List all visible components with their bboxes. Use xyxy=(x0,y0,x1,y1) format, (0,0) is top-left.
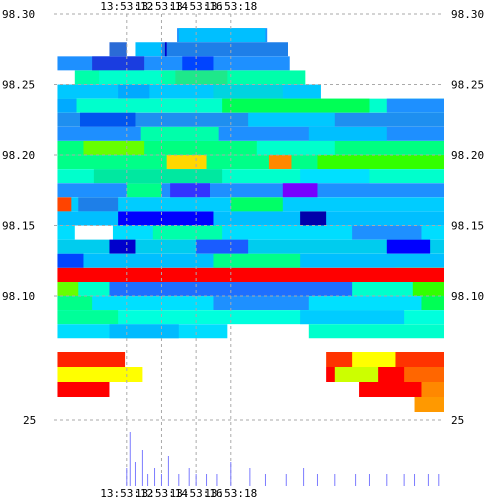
heatmap-cell-5-3 xyxy=(386,98,444,113)
heatmap-cell-10-1 xyxy=(93,169,223,184)
price-tick-right-0: 98.30 xyxy=(451,8,484,21)
heatmap-cell-6-1 xyxy=(80,112,136,127)
price-tick-left-0: 98.30 xyxy=(2,8,35,21)
heatmap-cell-14-2 xyxy=(152,225,223,240)
heatmap-cell-2-2 xyxy=(182,56,214,71)
heatmap-cell-8-0 xyxy=(57,140,444,155)
heatmap-cell-8-1 xyxy=(83,140,145,155)
price-tick-left-1: 98.25 xyxy=(2,79,35,92)
time-tick-top-0: 13:53:12 xyxy=(100,0,153,13)
lower-band-cell-0-0 xyxy=(57,268,444,282)
heatmap-cell-12-1 xyxy=(57,197,72,212)
lower-band-cell-2-0 xyxy=(57,367,143,382)
heatmap-cell-1-1 xyxy=(135,42,162,57)
price-tick-right-1: 98.25 xyxy=(451,79,484,92)
heatmap-cell-1-2 xyxy=(161,42,288,57)
heatmap-cell-2-1 xyxy=(92,56,145,71)
volume-bars xyxy=(126,432,440,486)
price-tick-right-3: 98.15 xyxy=(451,220,484,233)
heatmap-cell-9-1 xyxy=(166,155,207,170)
heatmap-cell-9-3 xyxy=(317,155,444,170)
heatmap-cell-5-1 xyxy=(222,98,370,113)
time-tick-bottom-0: 13:53:12 xyxy=(100,487,153,500)
heatmap-cell-4-1 xyxy=(118,84,150,99)
volume-tick-left-0: 25 xyxy=(23,414,36,427)
heatmap-cell-0-1 xyxy=(178,28,266,43)
heatmap-cell-3-2 xyxy=(99,70,162,85)
lower-band-cell-3-0 xyxy=(57,382,110,397)
heatmap-cell-14-1 xyxy=(74,225,113,240)
heatmap-cell-6-2 xyxy=(248,112,335,127)
price-tick-left-4: 98.10 xyxy=(2,290,35,303)
heatmap-cell-14-3 xyxy=(352,225,422,240)
heatmap-cell-16-1 xyxy=(57,253,84,268)
heatmap-cell-11-2 xyxy=(170,183,210,198)
lower-band-cell-3-2 xyxy=(421,382,444,397)
heatmap-cell-21-1 xyxy=(308,324,444,339)
lower-band-cell-2-3 xyxy=(334,367,379,382)
heatmap-cell-1-3 xyxy=(164,42,167,57)
price-tick-left-3: 98.15 xyxy=(2,220,35,233)
heatmap-cell-16-2 xyxy=(213,253,301,268)
heatmap-cell-4-2 xyxy=(213,84,283,99)
heatmap-cell-3-1 xyxy=(175,70,228,85)
heatmap-cell-13-2 xyxy=(300,211,327,226)
heatmap-cell-18-1 xyxy=(109,281,353,296)
time-tick-top-1: 13:53:14 xyxy=(135,0,188,13)
heatmap-cell-7-2 xyxy=(308,126,387,141)
heatmap-cell-19-2 xyxy=(213,296,309,311)
heatmap-cell-13-0 xyxy=(57,211,444,226)
heatmap-cell-20-2 xyxy=(300,310,405,325)
heatmap-cell-12-2 xyxy=(78,197,119,212)
price-tick-left-2: 98.20 xyxy=(2,149,35,162)
heatmap-cell-18-3 xyxy=(412,281,444,296)
heatmap-cell-5-2 xyxy=(57,98,77,113)
heatmap-cell-21-2 xyxy=(109,324,179,339)
heatmap-cell-8-2 xyxy=(256,140,335,155)
lower-band-cell-4-0 xyxy=(414,397,444,412)
time-tick-bottom-3: 13:53:18 xyxy=(204,487,257,500)
heatmap-cell-15-0 xyxy=(57,239,444,254)
heatmap-cell-18-2 xyxy=(57,281,79,296)
time-tick-top-2: 13:53:16 xyxy=(170,0,223,13)
lower-band-cell-2-2 xyxy=(404,367,444,382)
heatmap-cell-15-3 xyxy=(386,239,431,254)
heatmap-cell-9-2 xyxy=(268,155,292,170)
heatmap-cell-11-0 xyxy=(57,183,444,198)
time-tick-bottom-1: 13:53:14 xyxy=(135,487,188,500)
grid-layer xyxy=(54,13,444,486)
heatmap-cell-15-1 xyxy=(109,239,136,254)
time-tick-bottom-2: 13:53:16 xyxy=(170,487,223,500)
heatmap-layer xyxy=(57,28,444,412)
lower-band-cell-1-0 xyxy=(57,352,126,367)
heatmap-cell-7-1 xyxy=(140,126,219,141)
heatmap-cell-20-1 xyxy=(57,310,119,325)
heatmap-cell-15-2 xyxy=(196,239,249,254)
heatmap-cell-11-3 xyxy=(282,183,318,198)
axis-labels: 13:53:1213:53:1213:53:1413:53:1413:53:16… xyxy=(2,0,484,500)
heatmap-cell-10-2 xyxy=(300,169,370,184)
time-tick-top-3: 13:53:18 xyxy=(204,0,257,13)
price-tick-right-4: 98.10 xyxy=(451,290,484,303)
price-tick-right-2: 98.20 xyxy=(451,149,484,162)
heatmap-cell-12-3 xyxy=(230,197,283,212)
volume-tick-right-0: 25 xyxy=(451,414,464,427)
heatmap-cell-13-1 xyxy=(118,211,214,226)
heatmap-cell-1-0 xyxy=(109,42,127,57)
heatmap-cell-19-3 xyxy=(421,296,444,311)
heatmap-cell-11-1 xyxy=(126,183,162,198)
heatmap-cell-19-1 xyxy=(57,296,93,311)
lower-band-cell-1-2 xyxy=(352,352,396,367)
